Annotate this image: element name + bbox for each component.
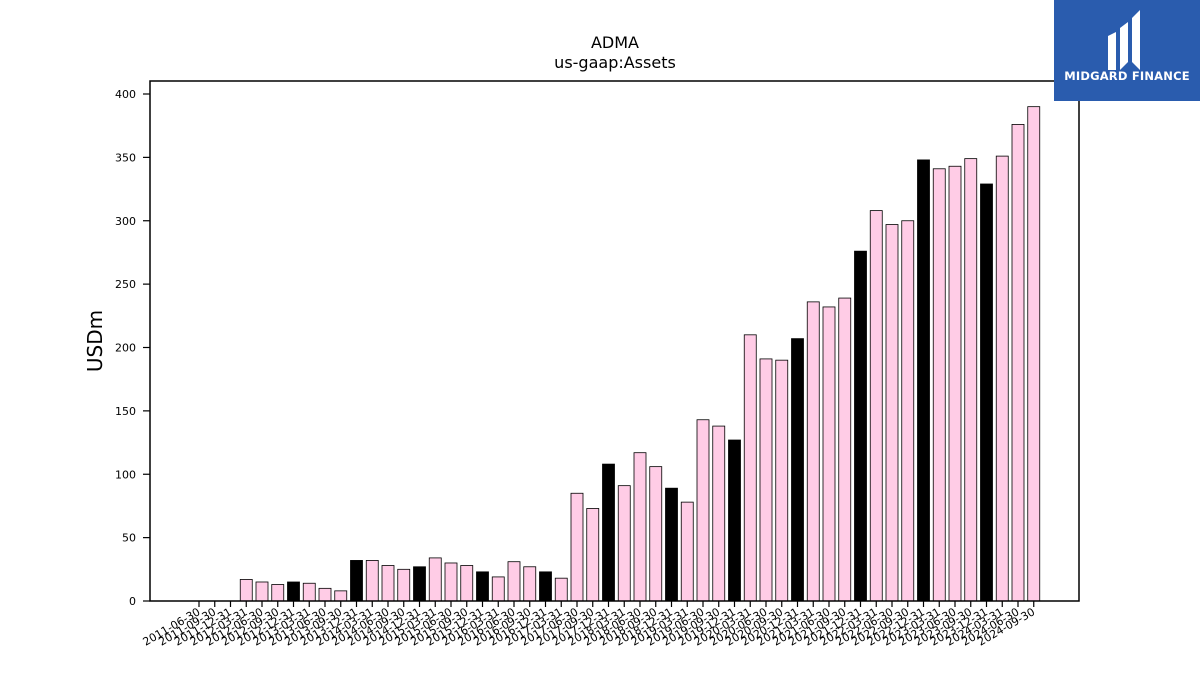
bar-2021-06-30 [822,306,836,602]
bar-2019-03-31 [680,501,694,602]
bars-group [239,106,1041,602]
y-tick-label: 300 [115,215,136,228]
bar-2019-09-30 [712,425,726,602]
bar-2019-12-31 [728,439,741,602]
bar-2016-09-30 [523,566,537,602]
y-tick-label: 250 [115,278,136,291]
bar-2020-09-30 [775,359,789,602]
chart-title: ADMA [591,33,639,52]
bar-2020-12-31 [791,338,804,602]
bar-2015-12-31 [476,571,489,602]
bar-2014-09-30 [397,568,411,602]
x-axis: 2011-06-302011-09-302011-12-312012-03-31… [141,601,1037,649]
y-tick-label: 0 [129,595,136,608]
bar-2024-06-30 [1011,124,1025,602]
bar-2015-03-31 [428,557,442,602]
y-tick-label: 100 [115,468,136,481]
bar-2013-03-31 [302,582,316,602]
bar-2012-03-31 [239,579,253,602]
bar-2013-06-30 [318,587,332,602]
bar-2017-06-30 [570,492,584,602]
bar-2015-06-30 [444,562,458,602]
bar-2022-12-31 [917,159,930,602]
bar-2021-03-31 [806,301,820,602]
midgard-logo-icon [1108,10,1140,70]
bar-2013-09-30 [334,590,348,602]
y-axis-label: USDm [83,310,107,372]
midgard-finance-logo: MIDGARD FINANCE [1054,0,1200,101]
bar-2013-12-31 [350,560,363,602]
bar-2016-06-30 [507,561,521,602]
bar-2018-06-30 [633,452,647,602]
bar-2019-06-30 [696,419,710,602]
bar-2022-09-30 [901,220,915,602]
bar-2016-12-31 [539,571,552,602]
bar-2014-03-31 [365,560,379,602]
bar-2014-06-30 [381,565,395,602]
bar-2020-03-31 [743,334,757,602]
bar-2017-03-31 [554,577,568,602]
y-tick-label: 350 [115,151,136,164]
bar-2020-06-30 [759,358,773,602]
bar-2018-12-31 [665,487,678,602]
bar-2017-12-31 [602,463,615,602]
y-tick-label: 400 [115,88,136,101]
bar-2018-09-30 [649,466,663,602]
bar-2023-03-31 [932,168,946,602]
bar-2023-09-30 [964,158,978,602]
bar-2021-12-31 [854,250,867,602]
y-axis: 0 50 100 150 200 250 300 350 400 [115,88,150,608]
y-tick-label: 150 [115,405,136,418]
bar-2023-06-30 [948,165,962,602]
bar-2022-06-30 [885,224,899,602]
logo-text: MIDGARD FINANCE [1064,69,1190,83]
y-tick-label: 200 [115,342,136,355]
bar-2016-03-31 [491,576,505,602]
bar-2012-12-31 [287,581,300,602]
bar-2024-03-31 [995,155,1009,602]
bar-2012-09-30 [271,584,285,602]
bar-2022-03-31 [869,210,883,602]
bar-2018-03-31 [617,485,631,602]
chart-subtitle: us-gaap:Assets [554,53,676,72]
plot-frame [149,80,1080,602]
bar-2023-12-31 [980,183,993,602]
bar-2015-09-30 [460,565,474,602]
bar-2012-06-30 [255,581,269,602]
bar-2024-09-30 [1027,106,1041,602]
bar-2014-12-31 [413,566,426,602]
bar-2021-09-30 [838,297,852,602]
y-tick-label: 50 [122,532,136,545]
bar-2017-09-30 [586,508,600,602]
